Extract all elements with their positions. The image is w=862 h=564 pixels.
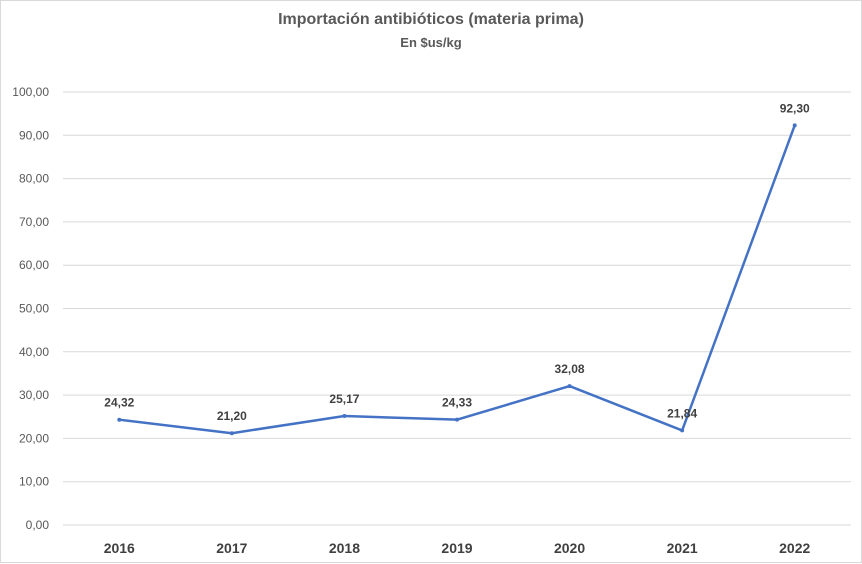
x-tick-label: 2016: [104, 540, 135, 556]
x-tick-label: 2017: [216, 540, 247, 556]
data-point: [117, 417, 122, 422]
y-tick-label: 20,00: [19, 431, 49, 445]
x-tick-label: 2018: [329, 540, 360, 556]
y-tick-label: 50,00: [19, 302, 49, 316]
data-label: 24,33: [442, 396, 472, 410]
data-label: 21,84: [667, 406, 697, 420]
y-tick-label: 80,00: [19, 172, 49, 186]
y-tick-label: 60,00: [19, 258, 49, 272]
x-tick-label: 2022: [779, 540, 810, 556]
data-label: 21,20: [217, 409, 247, 423]
data-point: [792, 123, 797, 128]
chart-title: Importación antibióticos (materia prima): [278, 11, 584, 28]
y-tick-label: 30,00: [19, 388, 49, 402]
data-point: [455, 417, 459, 422]
series-line: [119, 124, 796, 435]
y-tick-label: 0,00: [26, 518, 50, 532]
data-label: 32,08: [555, 362, 585, 376]
x-tick-label: 2020: [554, 540, 585, 556]
chart-subtitle: En $us/kg: [400, 35, 462, 50]
data-point: [680, 428, 685, 433]
data-point: [229, 431, 234, 436]
data-label: 25,17: [329, 392, 359, 406]
y-tick-label: 90,00: [19, 128, 49, 142]
data-label: 24,32: [104, 396, 134, 410]
y-tick-label: 100,00: [12, 85, 49, 99]
data-point: [342, 414, 347, 419]
y-tick-label: 40,00: [19, 345, 49, 359]
data-point: [567, 384, 572, 389]
x-tick-label: 2019: [441, 540, 472, 556]
x-tick-label: 2021: [667, 540, 698, 556]
y-tick-label: 70,00: [19, 215, 49, 229]
data-label: 92,30: [780, 101, 810, 115]
y-tick-label: 10,00: [19, 475, 49, 489]
